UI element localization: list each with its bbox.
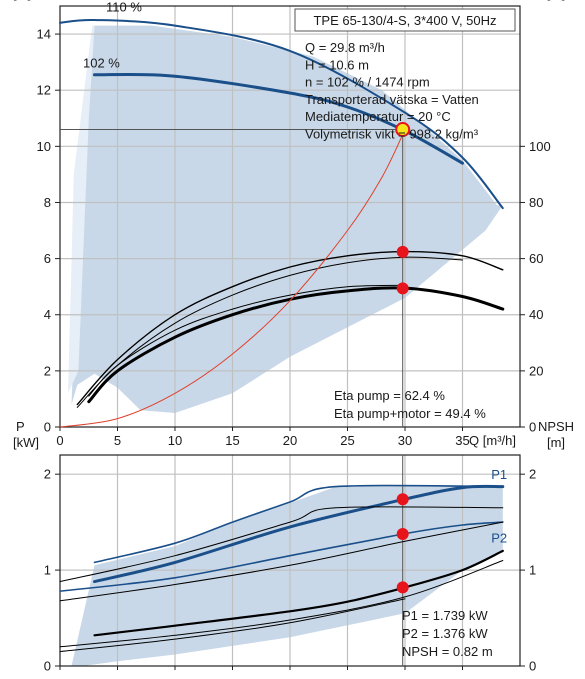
- series-npsh: [93, 549, 504, 637]
- operating-range-band: [71, 486, 503, 666]
- series-head: [59, 18, 504, 210]
- x-tick-label: 25: [340, 433, 354, 448]
- y2-tick-label: 0: [529, 420, 536, 435]
- series-npsh_thin: [59, 598, 406, 653]
- duty-info-line: Mediatemperatur = 20 °C: [305, 109, 451, 124]
- series-eff_thin: [88, 284, 406, 397]
- x-tick-label: 30: [398, 433, 412, 448]
- series-power: [93, 484, 505, 584]
- speed-curve-label: 102 %: [83, 56, 120, 71]
- series-eff_thick: [87, 286, 505, 404]
- y-tick-label: 12: [37, 83, 51, 98]
- y-tick-label: 2: [44, 467, 51, 482]
- y2-tick-label: 20: [529, 363, 543, 378]
- y-tick-label: 14: [37, 27, 51, 42]
- operating-range-band-light: [68, 25, 95, 394]
- y-tick-label: 0: [44, 420, 51, 435]
- power-info-line: P1 = 1.739 kW: [402, 608, 488, 623]
- series-npsh_thin: [59, 560, 504, 648]
- x-tick-label: 20: [283, 433, 297, 448]
- y-axis-unit: [m]: [13, 0, 31, 1]
- y2-axis-unit: [%]: [547, 0, 566, 1]
- series-power: [59, 521, 504, 592]
- y2-tick-label: 60: [529, 251, 543, 266]
- series-power: [93, 484, 504, 564]
- y2-tick-label: 80: [529, 195, 543, 210]
- x-tick-label: 15: [225, 433, 239, 448]
- y2-axis-unit: [m]: [547, 435, 565, 450]
- duty-info-line: n = 102 % / 1474 rpm: [305, 75, 430, 90]
- power-info-line: NPSH = 0.82 m: [402, 644, 493, 659]
- power-series-label: P1: [491, 467, 507, 482]
- operating-point-marker: [396, 528, 409, 541]
- y2-tick-label: 100: [529, 139, 551, 154]
- x-tick-label: 10: [168, 433, 182, 448]
- y-tick-label: 6: [44, 251, 51, 266]
- y-tick-label: 0: [44, 659, 51, 674]
- y-tick-label: 8: [44, 195, 51, 210]
- y-tick-label: 1: [44, 563, 51, 578]
- y2-tick-label: 1: [529, 563, 536, 578]
- pump-model-title: TPE 65-130/4-S, 3*400 V, 50Hz: [313, 13, 496, 28]
- y-tick-label: 2: [44, 363, 51, 378]
- operating-range-band: [71, 25, 503, 413]
- series-power_thin: [59, 506, 504, 583]
- series-power_thin: [59, 521, 504, 602]
- y2-tick-label: 40: [529, 307, 543, 322]
- operating-point-marker: [396, 245, 409, 258]
- x-tick-label: 35: [455, 433, 469, 448]
- x-tick-label: 5: [114, 433, 121, 448]
- power-info-line: P2 = 1.376 kW: [402, 626, 488, 641]
- y-axis-title: P: [16, 419, 25, 434]
- operating-point-marker: [396, 581, 409, 594]
- duty-info-line: Q = 29.8 m³/h: [305, 40, 385, 55]
- head-efficiency-panel: 0246810121402040608010005101520253035H[m…: [13, 0, 566, 448]
- operating-point-marker: [396, 282, 409, 295]
- series-head: [93, 72, 464, 165]
- x-axis-title: Q [m³/h]: [469, 433, 516, 448]
- efficiency-info-line: Eta pump+motor = 49.4 %: [334, 406, 486, 421]
- title-box: [294, 8, 516, 32]
- duty-point-marker: [395, 121, 411, 137]
- y-axis-unit: [kW]: [13, 435, 39, 450]
- y-tick-label: 4: [44, 307, 51, 322]
- y2-tick-label: 0: [529, 659, 536, 674]
- efficiency-info-line: Eta pump = 62.4 %: [334, 388, 445, 403]
- duty-info-line: Transporterad vätska = Vatten: [305, 92, 479, 107]
- speed-curve-label: 110 %: [106, 0, 142, 15]
- operating-point-marker: [396, 493, 409, 506]
- x-tick-label: 0: [56, 433, 63, 448]
- duty-info-line: H = 10.6 m: [305, 57, 369, 72]
- power-series-label: P2: [491, 530, 507, 545]
- y2-tick-label: 2: [529, 467, 536, 482]
- y2-axis-title: NPSH: [538, 419, 574, 434]
- duty-info-line: Volymetrisk vikt = 998.2 kg/m³: [305, 127, 479, 142]
- series-eff_thin: [76, 250, 504, 406]
- y-tick-label: 10: [37, 139, 51, 154]
- series-system: [59, 129, 406, 428]
